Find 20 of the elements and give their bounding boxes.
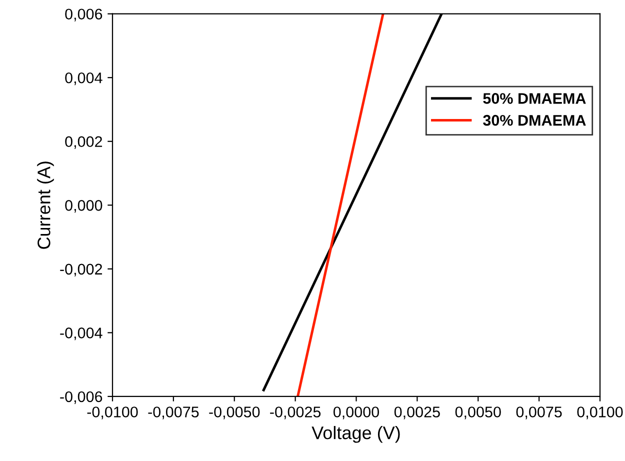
x-tick-label: -0,0050: [209, 406, 260, 420]
y-tick-label: 0,006: [65, 8, 102, 22]
y-axis-title: Current (A): [37, 162, 54, 249]
legend-label: 30% DMAEMA: [483, 114, 586, 126]
x-tick-label: 0,0075: [516, 406, 562, 420]
y-tick-label: -0,006: [60, 391, 102, 404]
x-tick-label: 0,0025: [394, 406, 440, 420]
x-axis-title: Voltage (V): [312, 426, 400, 443]
x-tick-label: 0,0000: [333, 406, 380, 420]
y-tick-label: 0,004: [65, 72, 102, 86]
x-tick-label: 0,0050: [455, 406, 501, 420]
x-tick-label: -0,0075: [148, 406, 199, 420]
y-tick-label: -0,002: [60, 264, 102, 276]
x-tick-label: 0,0100: [577, 406, 623, 420]
y-tick-label: -0,004: [60, 328, 102, 340]
y-tick-label: 0,000: [65, 200, 102, 213]
legend-label: 50% DMAEMA: [483, 93, 586, 104]
x-tick-label: -0,0100: [87, 406, 138, 420]
y-tick-label: 0,002: [65, 136, 102, 149]
x-tick-label: -0,0025: [270, 406, 321, 420]
